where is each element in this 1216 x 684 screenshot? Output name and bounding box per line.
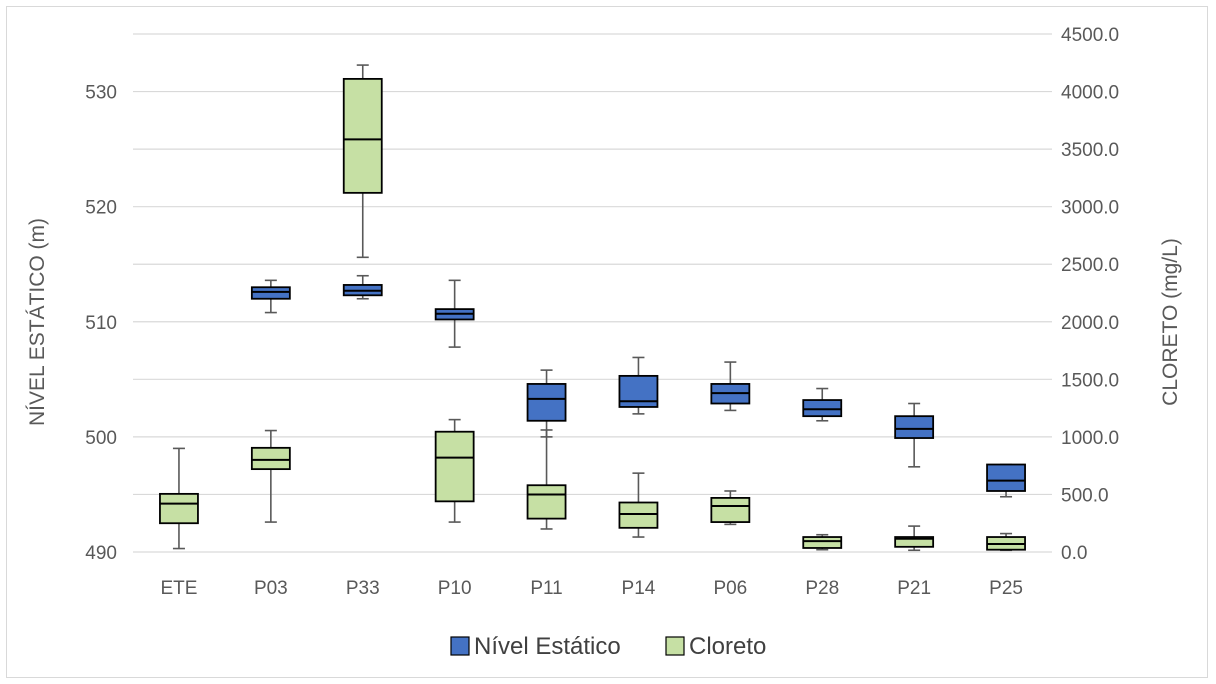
nivel-box [986, 463, 1026, 498]
right-tick-label: 4500.0 [1061, 25, 1119, 46]
cloreto-box [894, 525, 935, 552]
right-tick-label: 2000.0 [1061, 313, 1119, 334]
nivel-box [710, 361, 751, 412]
category-label: ETE [160, 578, 197, 599]
category-label: P28 [805, 578, 839, 599]
right-tick-label: 2500.0 [1061, 255, 1119, 276]
gridlines [133, 33, 1052, 553]
right-tick-label: 4000.0 [1061, 83, 1119, 104]
cloreto-box-body [342, 77, 383, 194]
right-tick-label: 3500.0 [1061, 140, 1119, 161]
legend-swatch-nivel [450, 636, 470, 656]
nivel-box-body [526, 383, 567, 422]
category-label: P10 [438, 578, 472, 599]
category-label: P25 [989, 578, 1023, 599]
nivel-box-body [986, 463, 1026, 492]
left-tick-label: 510 [85, 313, 117, 334]
legend: Nível Estático Cloreto [450, 633, 766, 660]
cloreto-box [986, 532, 1026, 552]
nivel-box [894, 402, 935, 468]
legend-label-cloreto: Cloreto [689, 633, 766, 660]
category-label: P06 [713, 578, 747, 599]
cloreto-box [159, 447, 199, 550]
nivel-box [802, 387, 843, 422]
nivel-box [342, 274, 383, 300]
left-tick-label: 520 [85, 198, 117, 219]
nivel-box-body [802, 399, 843, 418]
cloreto-box-body [526, 484, 567, 520]
category-label: P11 [530, 578, 562, 599]
category-label: P03 [254, 578, 288, 599]
cloreto-box [710, 490, 751, 526]
left-tick-label: 490 [85, 543, 117, 564]
boxplot-series [159, 64, 1026, 552]
nivel-box-body [894, 415, 935, 439]
nivel-box-body [618, 374, 659, 408]
cloreto-box-body [710, 496, 751, 523]
nivel-box [250, 279, 291, 314]
nivel-box [618, 356, 659, 415]
left-axis-title: NÍVEL ESTÁTICO (m) [26, 218, 49, 426]
cloreto-box-body [802, 536, 843, 549]
legend-label-nivel: Nível Estático [474, 633, 621, 660]
cloreto-box-body [250, 446, 291, 471]
right-axis-ticks: 0.0 500.0 1000.0 1500.0 2000.0 2500.0 3000.0 35… [1061, 25, 1119, 564]
legend-swatch-cloreto [665, 636, 685, 656]
left-tick-label: 530 [85, 83, 117, 104]
category-label: P21 [897, 578, 931, 599]
nivel-box [434, 279, 475, 348]
nivel-box-body [250, 286, 291, 300]
right-tick-label: 3000.0 [1061, 198, 1119, 219]
right-tick-label: 500.0 [1061, 485, 1109, 506]
left-tick-label: 500 [85, 428, 117, 449]
right-tick-label: 1000.0 [1061, 428, 1119, 449]
cloreto-box-body [434, 430, 475, 503]
right-tick-label: 1500.0 [1061, 370, 1119, 391]
category-labels: ETE P03 P33 P10 P11 P14 P06 P28 P21 P25 [160, 578, 1022, 599]
left-axis-ticks: 490 500 510 520 530 [85, 83, 117, 564]
category-label: P33 [346, 578, 380, 599]
cloreto-box-body [618, 501, 659, 529]
cloreto-box [802, 533, 843, 551]
right-axis-title: CLORETO (mg/L) [1159, 238, 1182, 406]
right-tick-label: 0.0 [1061, 543, 1087, 564]
cloreto-box-body [159, 492, 199, 525]
cloreto-box [342, 64, 383, 259]
nivel-box [526, 369, 567, 438]
cloreto-box [434, 418, 475, 523]
cloreto-box-body [894, 536, 935, 548]
cloreto-box [526, 429, 567, 530]
chart-frame [6, 6, 1208, 678]
category-label: P14 [622, 578, 656, 599]
cloreto-box [250, 429, 291, 523]
cloreto-box [618, 472, 659, 538]
